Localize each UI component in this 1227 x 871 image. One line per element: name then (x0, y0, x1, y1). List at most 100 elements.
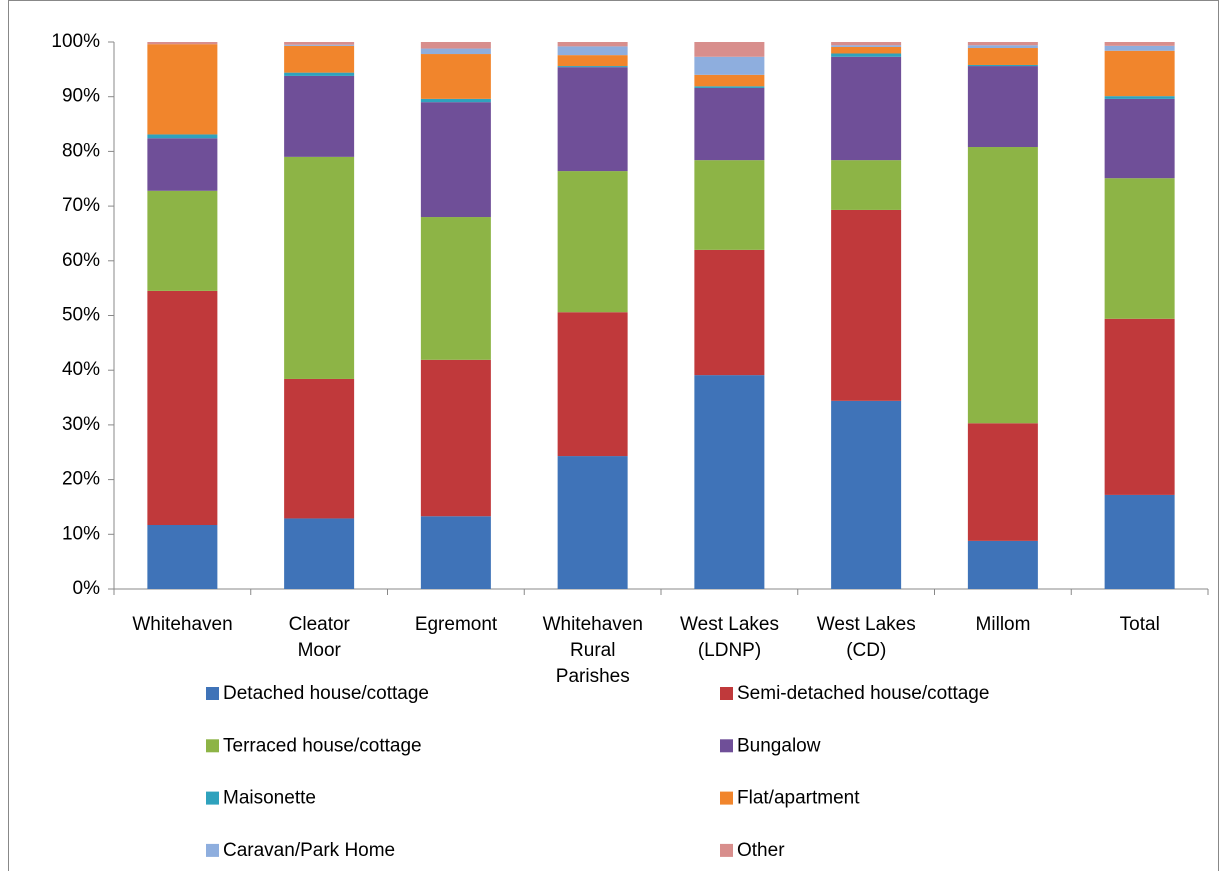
bar-segment (694, 87, 765, 161)
bar-segment (831, 45, 902, 47)
bar-segment (967, 42, 1038, 46)
bar-segment (557, 171, 628, 313)
legend-swatch (206, 739, 219, 753)
bar-segment (694, 375, 765, 589)
legend-swatch (206, 791, 219, 805)
legend-swatch (206, 687, 219, 700)
legend-label: Detached house/cottage (223, 683, 429, 704)
bar-segment (831, 53, 902, 57)
y-tick-label: 90% (62, 86, 100, 107)
bar-segment (147, 190, 218, 291)
bar-segment (967, 45, 1038, 49)
y-tick-label: 30% (62, 414, 100, 435)
bar-segment (1104, 98, 1175, 179)
bar-segment (147, 290, 218, 526)
legend-swatch (720, 687, 733, 700)
bar-segment (694, 160, 765, 250)
y-tick-label: 10% (62, 523, 100, 544)
legend-label: Caravan/Park Home (223, 840, 395, 861)
y-tick-label: 60% (62, 250, 100, 271)
bar-segment (694, 42, 765, 57)
bar-segment (831, 209, 902, 401)
legend-swatch (720, 843, 733, 857)
chart-border (8, 0, 1219, 871)
bar-segment (557, 66, 628, 68)
bar-segment (831, 46, 902, 54)
bar-segment (831, 160, 902, 210)
bar-segment (1104, 178, 1175, 319)
bar-segment (284, 44, 355, 46)
bar-segment (831, 56, 902, 161)
y-tick-label: 100% (51, 31, 100, 52)
x-tick-label: Whitehaven Rural Parishes (542, 614, 643, 687)
x-tick-label: Millom (975, 614, 1031, 635)
bar-segment (420, 98, 491, 103)
bar-segment (420, 359, 491, 517)
bar-segment (967, 540, 1038, 589)
bar-segment (557, 456, 628, 589)
bar-segment (284, 45, 355, 73)
bar-segment (557, 55, 628, 67)
bar-segment (420, 102, 491, 218)
bar-segment (967, 64, 1038, 67)
legend-label: Terraced house/cottage (223, 735, 422, 756)
legend-label: Flat/apartment (737, 788, 860, 809)
bar-segment (420, 42, 491, 49)
bar-segment (147, 44, 218, 135)
bar-segment (967, 48, 1038, 65)
x-tick-label: West Lakes (LDNP) (680, 614, 779, 661)
bar-segment (147, 525, 218, 589)
y-tick-label: 80% (62, 140, 100, 161)
bar-segment (557, 312, 628, 457)
bar-segment (831, 400, 902, 589)
legend-swatch (206, 843, 219, 857)
bar-segment (147, 138, 218, 191)
bar-segment (147, 42, 218, 45)
y-tick-label: 0% (73, 578, 101, 599)
bar-segment (1104, 50, 1175, 97)
x-tick-label: Whitehaven (132, 614, 233, 635)
bar-segment (967, 66, 1038, 148)
bar-segment (284, 42, 355, 45)
x-tick-label: West Lakes (CD) (816, 614, 916, 661)
y-tick-label: 50% (62, 305, 100, 326)
bar-segment (420, 217, 491, 360)
bar-segment (284, 75, 355, 157)
bar-segment (557, 46, 628, 56)
bar-segment (284, 378, 355, 519)
bar-segment (694, 74, 765, 87)
bar-segment (557, 42, 628, 47)
bar-segment (1104, 45, 1175, 51)
bar-segment (1104, 96, 1175, 99)
bar-segment (420, 48, 491, 55)
bar-segment (1104, 42, 1175, 46)
y-tick-label: 20% (62, 469, 100, 490)
bar-segment (694, 249, 765, 376)
bar-segment (557, 67, 628, 172)
bar-segment (967, 423, 1038, 541)
legend-label: Maisonette (223, 788, 316, 809)
bar-segment (694, 86, 765, 88)
bar-segment (1104, 318, 1175, 495)
bar-segment (831, 42, 902, 46)
legend-label: Bungalow (737, 735, 821, 756)
bar-segment (284, 72, 355, 76)
bar-segment (147, 134, 218, 139)
x-tick-label: Cleator Moor (288, 614, 350, 661)
legend-label: Other (737, 840, 785, 861)
x-tick-label: Egremont (414, 614, 498, 635)
bar-segment (420, 54, 491, 99)
bar-segment (967, 147, 1038, 424)
bar-segment (420, 516, 491, 589)
legend-swatch (720, 739, 733, 753)
y-tick-label: 70% (62, 195, 100, 216)
legend-label: Semi-detached house/cottage (737, 683, 989, 704)
x-tick-label: Total (1119, 614, 1160, 635)
bar-segment (284, 156, 355, 379)
bar-segment (284, 518, 355, 589)
bar-segment (1104, 494, 1175, 589)
bar-segment (694, 56, 765, 75)
y-tick-label: 40% (62, 359, 100, 380)
